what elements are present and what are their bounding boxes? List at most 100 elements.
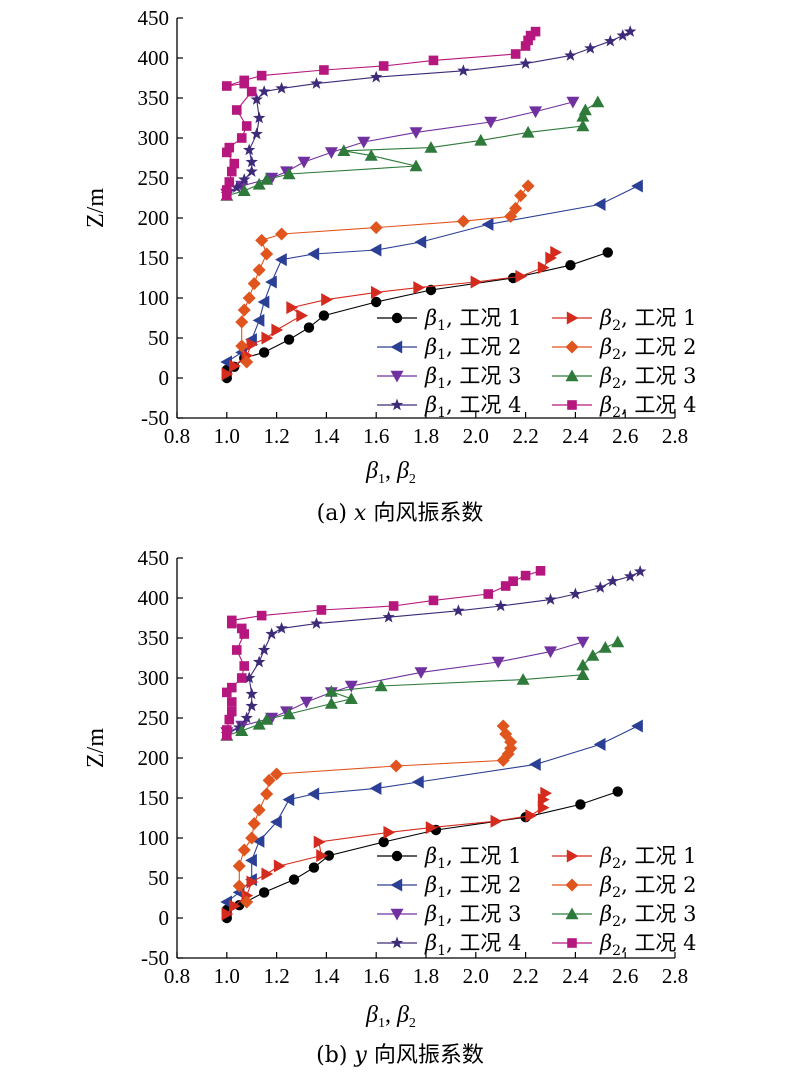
legend-label: β1, 工况 2 <box>424 335 521 363</box>
y-tick-label: 0 <box>159 366 170 390</box>
legend-entry-6: β2, 工况 2 <box>552 335 696 363</box>
data-point <box>594 581 607 593</box>
data-point <box>310 77 323 89</box>
legend-marker <box>390 370 404 383</box>
data-point <box>593 737 606 751</box>
legend-label-symbol: β <box>424 364 437 388</box>
data-point <box>262 773 276 787</box>
data-point <box>243 671 256 684</box>
data-point <box>240 711 253 724</box>
data-point <box>242 291 256 305</box>
legend-label-subscript: 1 <box>437 405 446 421</box>
data-point <box>237 184 251 196</box>
data-point <box>224 177 235 187</box>
data-point <box>344 680 358 693</box>
series-5 <box>221 786 553 921</box>
data-point <box>409 159 423 172</box>
data-point <box>275 253 287 267</box>
data-point <box>235 315 249 329</box>
legend-label-suffix: , 工况 1 <box>621 844 696 868</box>
x-axis-title-subscript-1: 1 <box>378 1016 385 1031</box>
y-tick-label: 0 <box>159 906 170 930</box>
data-point <box>282 793 295 807</box>
data-point <box>241 121 252 131</box>
data-point <box>516 673 530 685</box>
data-point <box>500 581 511 591</box>
legend-label: β2, 工况 2 <box>599 873 696 901</box>
x-tick-label: 1.8 <box>413 424 439 448</box>
data-point <box>256 610 267 621</box>
legend-label-suffix: , 工况 4 <box>446 931 521 955</box>
legend-label-suffix: , 工况 2 <box>621 335 696 359</box>
data-point <box>222 190 232 201</box>
data-point <box>226 615 237 626</box>
legend-label-suffix: , 工况 3 <box>621 364 696 388</box>
legend-marker <box>566 849 579 863</box>
data-point <box>226 697 237 707</box>
x-tick-label: 2.0 <box>463 424 489 448</box>
data-point <box>257 295 270 309</box>
series-line <box>226 101 574 195</box>
legend-label-subscript: 2 <box>612 856 621 872</box>
series-6 <box>232 719 518 909</box>
legend-label-subscript: 2 <box>612 885 621 901</box>
y-tick-label: 450 <box>138 546 170 570</box>
data-point <box>261 867 274 881</box>
data-point <box>602 247 613 258</box>
data-point <box>239 661 250 671</box>
x-tick-label: 2.4 <box>562 424 589 448</box>
data-point <box>324 697 338 709</box>
x-tick-label: 1.0 <box>214 424 240 448</box>
data-point <box>239 75 250 86</box>
data-point <box>230 181 243 193</box>
series-4 <box>220 25 637 200</box>
data-point <box>544 593 557 605</box>
data-point <box>260 173 274 185</box>
data-point <box>631 719 643 733</box>
legend-label-symbol: β <box>424 335 437 359</box>
data-point <box>470 275 483 289</box>
data-point <box>299 696 313 709</box>
data-point <box>576 668 590 680</box>
data-point <box>236 133 247 143</box>
legend-label-subscript: 1 <box>437 347 446 363</box>
data-point <box>257 643 271 656</box>
data-point <box>565 260 576 271</box>
data-point <box>229 158 240 169</box>
x-tick-label: 1.4 <box>313 964 340 988</box>
data-point <box>569 587 582 600</box>
data-point <box>260 247 274 261</box>
data-point <box>222 81 232 91</box>
x-tick-label: 2.0 <box>463 964 489 988</box>
caption-label: (b) <box>316 1043 354 1068</box>
data-point <box>483 589 494 599</box>
legend-label-suffix: , 工况 3 <box>446 364 521 388</box>
data-point <box>388 601 399 611</box>
data-point <box>260 787 274 801</box>
legend-label-symbol: β <box>424 902 437 926</box>
data-point <box>239 629 250 639</box>
data-point <box>606 574 619 587</box>
data-point <box>231 645 242 655</box>
data-point <box>369 221 383 235</box>
data-point <box>252 313 265 327</box>
x-tick-label: 2.8 <box>662 424 688 448</box>
data-point <box>233 721 246 733</box>
data-point <box>494 599 507 612</box>
x-axis-title-subscript-2: 2 <box>409 1016 416 1031</box>
y-tick-label: 50 <box>148 326 169 350</box>
data-point <box>245 165 258 177</box>
y-tick-label: 200 <box>138 206 170 230</box>
data-point <box>297 156 311 169</box>
legend-label-symbol: β <box>424 306 437 330</box>
legend-label-symbol: β <box>599 393 612 417</box>
data-point <box>337 144 351 156</box>
data-point <box>598 641 612 653</box>
legend-label-symbol: β <box>424 393 437 417</box>
legend-marker <box>390 936 404 949</box>
legend-label-suffix: , 工况 3 <box>446 902 521 926</box>
y-tick-label: 100 <box>138 286 170 310</box>
data-point <box>578 103 592 116</box>
data-point <box>389 759 403 773</box>
data-point <box>324 685 338 697</box>
